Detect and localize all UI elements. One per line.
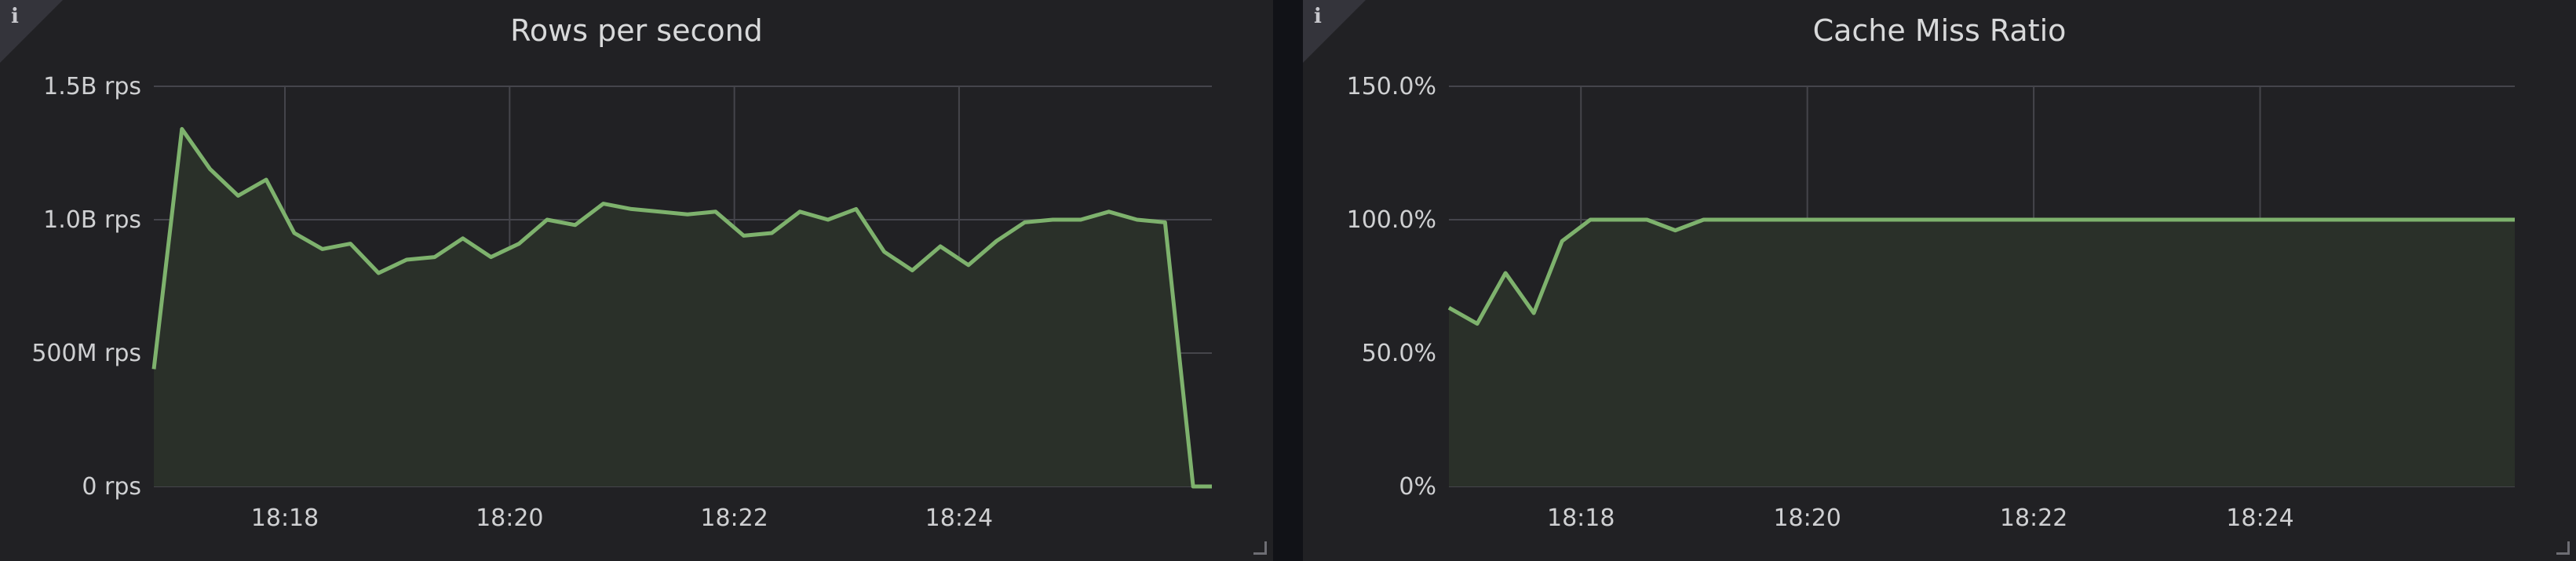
x-tick-label: 18:20 [476, 505, 543, 532]
series-area [154, 129, 1212, 486]
y-tick-label: 150.0% [1347, 73, 1436, 100]
panel-info-corner[interactable] [0, 0, 63, 63]
panel-title[interactable]: Rows per second [510, 13, 763, 48]
x-tick-label: 18:22 [700, 505, 768, 532]
info-icon[interactable]: i [1314, 5, 1322, 28]
x-tick-label: 18:24 [925, 505, 993, 532]
x-tick-label: 18:18 [1547, 505, 1615, 532]
panel-title[interactable]: Cache Miss Ratio [1812, 13, 2067, 48]
series-line[interactable] [151, 126, 1212, 489]
cache-miss-ratio-chart: 0% 50.0% 100.0% 150.0% 18:18 18:20 18:22 18:24 [1347, 73, 2515, 532]
x-tick-label: 18:18 [251, 505, 319, 532]
resize-handle[interactable] [2556, 541, 2570, 555]
x-tick-label: 18:22 [2000, 505, 2067, 532]
panel-info-corner[interactable] [1303, 0, 1366, 63]
y-tick-label: 1.0B rps [43, 206, 141, 234]
info-icon[interactable]: i [11, 5, 19, 28]
series-area [1449, 220, 2515, 486]
rows-per-second-chart: 0 rps 500M rps 1.0B rps 1.5B rps 18:18 18:20 1… [31, 73, 1212, 532]
x-tick-label: 18:24 [2226, 505, 2293, 532]
series-line[interactable] [1447, 217, 2515, 326]
y-tick-label: 100.0% [1347, 206, 1436, 234]
resize-handle[interactable] [1253, 541, 1267, 555]
y-tick-label: 0% [1399, 473, 1436, 501]
y-tick-label: 0 rps [82, 473, 141, 501]
y-tick-label: 1.5B rps [43, 73, 141, 100]
y-tick-label: 50.0% [1362, 340, 1436, 367]
y-tick-label: 500M rps [31, 340, 141, 367]
x-tick-label: 18:20 [1773, 505, 1841, 532]
panel-cache-miss-ratio: i Cache Miss Ratio 0% 50.0% 100.0% 150.0% 18… [1303, 0, 2576, 561]
panel-rows-per-second: i Rows per second 0 rps 500M rps 1.0B rps 1… [0, 0, 1273, 561]
